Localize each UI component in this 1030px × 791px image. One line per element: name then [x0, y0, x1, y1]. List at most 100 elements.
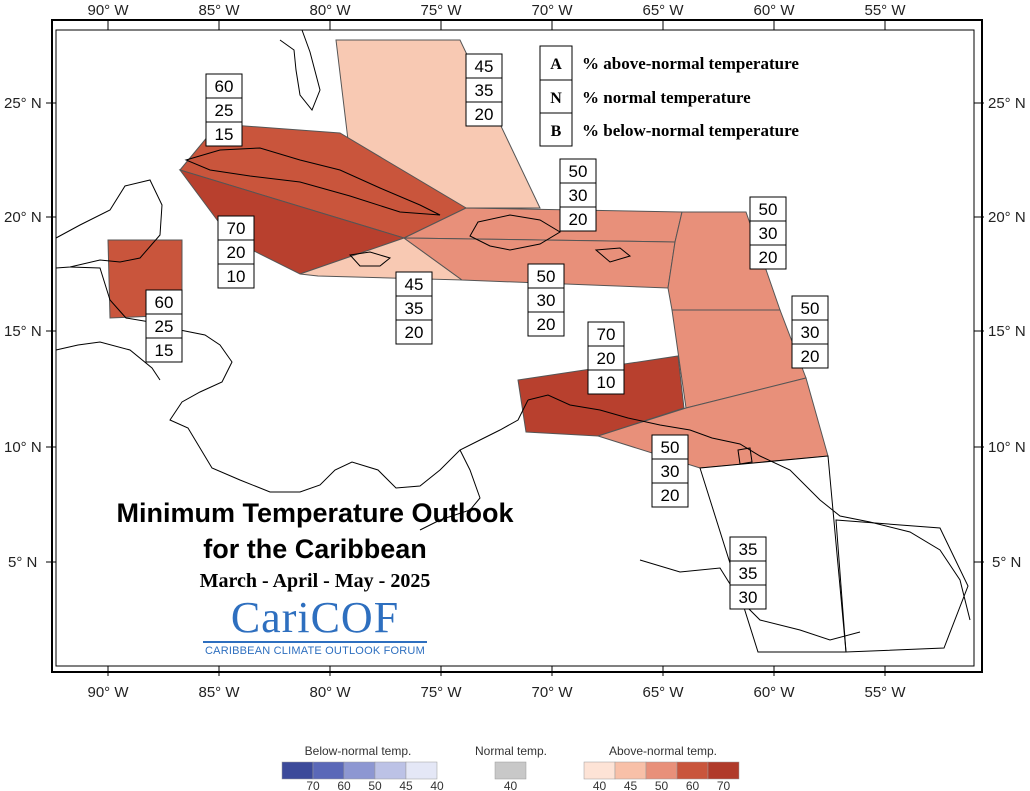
box-cell	[749, 244, 787, 270]
box-value-n: 30	[759, 224, 778, 243]
interior-boundary	[639, 559, 861, 641]
below-swatch	[312, 761, 345, 780]
box-cell	[527, 287, 565, 313]
below-swatch	[281, 761, 314, 780]
below-label: 40	[430, 779, 444, 791]
box-value-n: 25	[215, 101, 234, 120]
box-cell	[587, 369, 625, 395]
key-letter-b: B	[551, 123, 562, 140]
lon-tick-top: 60° W	[753, 2, 795, 19]
lat-tick-right: 10° N	[988, 439, 1026, 456]
above-swatch	[676, 761, 709, 780]
region-box-leeward-islands: 50 30 20	[749, 196, 787, 270]
guatemala-coast	[55, 341, 161, 381]
box-value-a: 60	[215, 77, 234, 96]
region-box-windward-islands: 50 30 20	[791, 295, 829, 369]
box-value-n: 30	[569, 186, 588, 205]
lon-tick-top: 80° W	[309, 2, 351, 19]
box-value-a: 70	[597, 325, 616, 344]
region-box-hispaniola-pr: 50 30 20	[527, 263, 565, 337]
box-value-b: 20	[405, 323, 424, 342]
box-cell	[559, 182, 597, 208]
box-value-n: 20	[227, 243, 246, 262]
key-text-above: % above-normal temperature	[582, 54, 799, 73]
box-value-a: 50	[537, 267, 556, 286]
lon-tick-top: 70° W	[531, 2, 573, 19]
box-value-b: 20	[801, 347, 820, 366]
box-cell	[465, 101, 503, 127]
below-label: 50	[368, 779, 382, 791]
lon-tick-top: 85° W	[198, 2, 240, 19]
region-box-bahamas: 45 35 20	[465, 53, 503, 127]
box-value-a: 50	[759, 200, 778, 219]
above-swatch	[707, 761, 740, 780]
region-box-cuba-north: 60 25 15	[205, 73, 243, 147]
colombia-inland	[419, 449, 481, 531]
box-cell	[465, 53, 503, 79]
box-cell	[145, 337, 183, 363]
region-box-guianas: 35 35 30	[729, 536, 767, 610]
box-cell	[729, 536, 767, 562]
probability-boxes: 45 35 20 60 25 15 70 20 10 45 35 20 50 30 20 50 30 20 60 25…	[145, 53, 829, 610]
puerto-rico-coast	[594, 247, 632, 263]
lat-tick-left: 5° N	[8, 554, 37, 571]
box-cell	[587, 345, 625, 371]
box-value-b: 10	[227, 267, 246, 286]
logo-rule	[203, 641, 427, 643]
box-cell	[217, 215, 255, 241]
box-value-b: 20	[569, 210, 588, 229]
above-label: 70	[717, 779, 731, 791]
box-cell	[395, 271, 433, 297]
box-cell	[559, 158, 597, 184]
legend-below-title: Below-normal temp.	[305, 744, 412, 758]
box-cell	[651, 434, 689, 460]
color-legend: Below-normal temp. Normal temp. Above-no…	[281, 744, 740, 791]
lon-tick-top: 75° W	[420, 2, 462, 19]
box-value-b: 15	[155, 341, 174, 360]
lon-tick-bottom: 80° W	[309, 684, 351, 701]
lat-tick-left: 20° N	[4, 209, 42, 226]
logo-tagline: CARIBBEAN CLIMATE OUTLOOK FORUM	[205, 645, 425, 657]
logo-word: CariCOF	[230, 593, 400, 642]
lat-tick-right: 25° N	[988, 95, 1026, 112]
box-value-a: 45	[475, 57, 494, 76]
above-swatch	[614, 761, 647, 780]
box-value-a: 50	[661, 438, 680, 457]
normal-swatch	[494, 761, 527, 780]
lat-tick-left: 10° N	[4, 439, 42, 456]
box-cell	[791, 295, 829, 321]
box-value-n: 30	[801, 323, 820, 342]
lon-tick-bottom: 75° W	[420, 684, 462, 701]
lon-tick-top: 55° W	[864, 2, 906, 19]
box-cell	[749, 220, 787, 246]
box-value-a: 70	[227, 219, 246, 238]
region-box-trinidad: 50 30 20	[651, 434, 689, 508]
map-subtitle: for the Caribbean	[203, 534, 427, 564]
box-cell	[465, 77, 503, 103]
box-cell	[729, 584, 767, 610]
box-cell	[791, 343, 829, 369]
below-swatch	[405, 761, 438, 780]
jamaica-coast	[349, 251, 392, 267]
above-swatch	[645, 761, 678, 780]
caricof-logo: CariCOF CARIBBEAN CLIMATE OUTLOOK FORUM	[195, 596, 435, 657]
box-cell	[217, 263, 255, 289]
axis-ticks	[46, 20, 984, 676]
lat-tick-right: 20° N	[988, 209, 1026, 226]
hispaniola-coast	[469, 214, 561, 251]
below-label: 60	[337, 779, 351, 791]
box-cell	[749, 196, 787, 222]
box-value-n: 25	[155, 317, 174, 336]
box-cell	[651, 458, 689, 484]
legend-normal-title: Normal temp.	[475, 744, 547, 758]
lon-tick-bottom: 60° W	[753, 684, 795, 701]
below-label: 70	[306, 779, 320, 791]
lat-tick-left: 25° N	[4, 95, 42, 112]
box-value-b: 15	[215, 125, 234, 144]
box-value-b: 20	[661, 486, 680, 505]
box-value-n: 35	[475, 81, 494, 100]
region-box-hispaniola-north: 50 30 20	[559, 158, 597, 232]
key-text-normal: % normal temperature	[582, 88, 751, 107]
box-cell	[205, 97, 243, 123]
above-label: 60	[686, 779, 700, 791]
